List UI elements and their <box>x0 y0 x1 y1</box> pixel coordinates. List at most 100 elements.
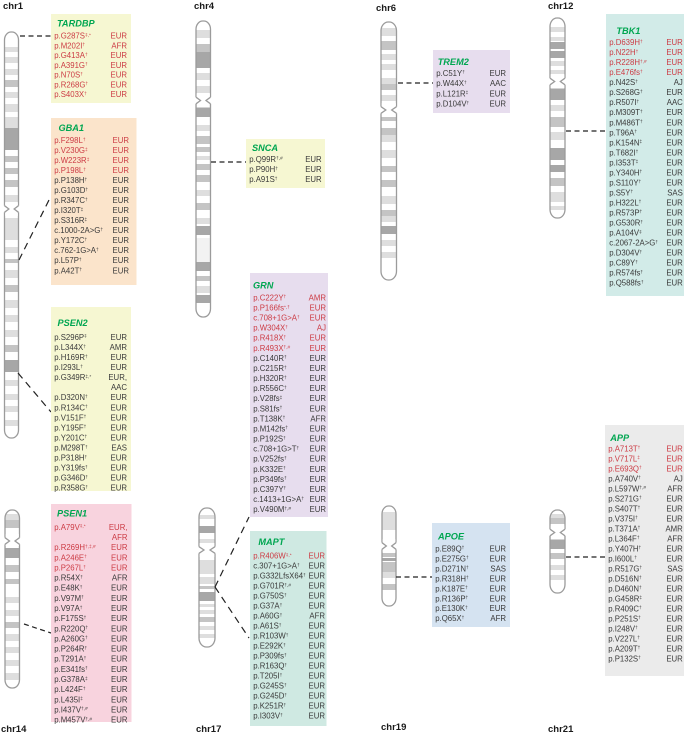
svg-text:EUR: EUR <box>310 374 327 383</box>
svg-text:EUR: EUR <box>111 423 128 432</box>
svg-text:p.T138K†: p.T138K† <box>253 414 285 423</box>
svg-text:AFR: AFR <box>667 484 683 493</box>
svg-text:APP: APP <box>609 433 630 443</box>
svg-text:EUR: EUR <box>490 584 507 593</box>
svg-text:p.C51Y†: p.C51Y† <box>436 69 465 78</box>
svg-text:EUR: EUR <box>310 354 327 363</box>
svg-text:p.R54X†: p.R54X† <box>54 574 83 583</box>
svg-text:AMR: AMR <box>110 343 128 352</box>
svg-text:p.C140R†: p.C140R† <box>253 354 287 363</box>
svg-text:chr21: chr21 <box>548 724 574 735</box>
svg-text:AFR: AFR <box>310 414 326 423</box>
svg-text:p.S110Y†: p.S110Y† <box>609 178 641 187</box>
svg-text:p.E275G†: p.E275G† <box>435 554 469 563</box>
svg-text:EUR: EUR <box>310 435 327 444</box>
svg-text:p.R406W‡,*: p.R406W‡,* <box>253 552 292 561</box>
svg-text:p.R358G†: p.R358G† <box>54 484 88 493</box>
svg-text:EUR: EUR <box>666 514 683 523</box>
svg-text:p.P267L†: p.P267L† <box>54 563 86 572</box>
svg-text:EUR: EUR <box>111 363 128 372</box>
svg-text:p.L424F†: p.L424F† <box>54 685 86 694</box>
svg-text:EUR: EUR <box>111 553 128 562</box>
svg-text:EUR: EUR <box>111 464 128 473</box>
svg-text:EUR: EUR <box>111 543 128 552</box>
svg-text:p.M457V†,#: p.M457V†,# <box>54 716 92 725</box>
svg-text:SAS: SAS <box>667 188 683 197</box>
svg-text:MAPT: MAPT <box>258 537 285 547</box>
svg-text:EUR: EUR <box>113 186 130 195</box>
svg-text:EUR: EUR <box>666 584 683 593</box>
svg-text:p.R418X†: p.R418X† <box>253 334 286 343</box>
svg-text:EUR: EUR <box>666 108 683 117</box>
svg-text:p.Y340H†: p.Y340H† <box>609 168 642 177</box>
svg-text:TREM2: TREM2 <box>438 57 470 67</box>
svg-text:p.L57P†: p.L57P† <box>54 256 82 265</box>
svg-text:EUR: EUR <box>666 644 683 653</box>
svg-text:p.L435I‡: p.L435I‡ <box>54 695 83 704</box>
svg-text:EUR: EUR <box>666 494 683 503</box>
svg-text:p.R493X†,#: p.R493X†,# <box>253 344 290 353</box>
svg-text:p.N70S†: p.N70S† <box>54 71 83 80</box>
svg-text:p.A79V‡,*: p.A79V‡,* <box>54 523 86 532</box>
svg-text:p.I320T‡: p.I320T‡ <box>54 206 83 215</box>
svg-text:p.A246E†: p.A246E† <box>54 553 87 562</box>
svg-text:EUR: EUR <box>113 206 130 215</box>
svg-text:p.K187E†: p.K187E† <box>435 584 468 593</box>
svg-text:p.K154N‡: p.K154N‡ <box>609 138 642 147</box>
svg-text:p.A61S†: p.A61S† <box>253 622 282 631</box>
svg-text:EUR: EUR <box>309 562 326 571</box>
svg-text:p.I293L†: p.I293L† <box>54 363 83 372</box>
svg-text:p.S271G†: p.S271G† <box>608 494 642 503</box>
svg-text:AFR: AFR <box>309 612 325 621</box>
svg-text:EUR: EUR <box>111 403 128 412</box>
svg-text:EUR: EUR <box>111 594 128 603</box>
svg-text:p.A260G†: p.A260G† <box>54 634 88 643</box>
svg-text:p.G103D†: p.G103D† <box>54 186 88 195</box>
svg-text:EUR: EUR <box>310 314 327 323</box>
svg-text:EUR: EUR <box>309 582 326 591</box>
svg-text:p.I248V†: p.I248V† <box>608 624 638 633</box>
svg-text:p.P166fs*,†: p.P166fs*,† <box>253 303 290 312</box>
svg-text:c.2067-2A>G†: c.2067-2A>G† <box>609 239 658 248</box>
svg-text:p.V717L‡: p.V717L‡ <box>608 454 640 463</box>
svg-text:p.G750S†: p.G750S† <box>253 592 287 601</box>
svg-text:p.R228H†,#: p.R228H†,# <box>609 58 647 67</box>
svg-text:p.R347C†: p.R347C† <box>54 196 88 205</box>
svg-text:EUR: EUR <box>111 61 128 70</box>
svg-text:EUR: EUR <box>113 146 130 155</box>
svg-text:EUR: EUR <box>113 166 130 175</box>
svg-text:EUR: EUR <box>309 672 326 681</box>
svg-text:EUR: EUR <box>113 226 130 235</box>
svg-text:EUR: EUR <box>666 504 683 513</box>
svg-text:EUR: EUR <box>111 32 128 41</box>
svg-text:EUR: EUR <box>490 544 507 553</box>
svg-text:EUR: EUR <box>310 334 327 343</box>
svg-text:c.762-1G>A†: c.762-1G>A† <box>54 246 99 255</box>
svg-text:p.G701R†,#: p.G701R†,# <box>253 582 291 591</box>
svg-text:EUR: EUR <box>111 484 128 493</box>
svg-text:p.S81fs†: p.S81fs† <box>253 404 282 413</box>
svg-text:c.708+1G>A†: c.708+1G>A† <box>253 314 300 323</box>
svg-text:GBA1: GBA1 <box>59 123 85 133</box>
svg-text:p.E341fs†: p.E341fs† <box>54 665 88 674</box>
svg-text:chr4: chr4 <box>194 1 215 12</box>
svg-text:PSEN2: PSEN2 <box>58 318 89 328</box>
svg-text:p.I353T‡: p.I353T‡ <box>609 158 638 167</box>
svg-text:EUR: EUR <box>309 572 326 581</box>
svg-text:EUR: EUR <box>309 642 326 651</box>
svg-text:EUR: EUR <box>113 256 130 265</box>
svg-text:EUR: EUR <box>490 554 507 563</box>
svg-text:EUR: EUR <box>666 574 683 583</box>
svg-text:p.T205I†: p.T205I† <box>253 672 282 681</box>
svg-text:EUR: EUR <box>310 455 327 464</box>
svg-text:p.D639H†: p.D639H† <box>609 38 643 47</box>
svg-text:EUR: EUR <box>310 495 327 504</box>
svg-text:EUR: EUR <box>309 702 326 711</box>
svg-text:EUR: EUR <box>666 138 683 147</box>
svg-text:EUR: EUR <box>113 216 130 225</box>
svg-text:p.G346D†: p.G346D† <box>54 474 88 483</box>
svg-text:p.R136P†: p.R136P† <box>435 594 468 603</box>
svg-text:chr12: chr12 <box>548 1 573 12</box>
svg-text:EUR: EUR <box>310 344 327 353</box>
svg-text:EUR: EUR <box>111 413 128 422</box>
